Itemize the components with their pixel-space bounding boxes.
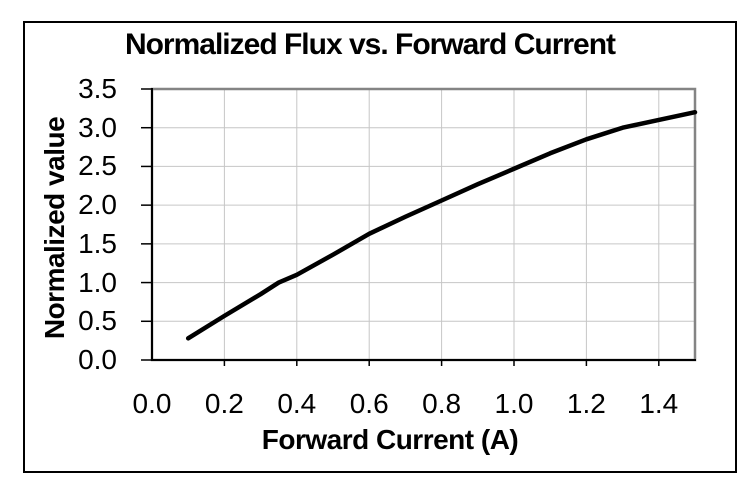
x-tick-label: 0.8 <box>422 388 462 419</box>
x-tick-label: 1.2 <box>566 388 606 419</box>
y-tick-label: 1.0 <box>78 266 117 298</box>
x-tick-label: 1.4 <box>639 388 679 419</box>
chart-title: Normalized Flux vs. Forward Current <box>124 28 616 61</box>
x-tick-label: 0.6 <box>349 388 389 419</box>
x-axis-title: Forward Current (A) <box>261 424 519 455</box>
y-tick-label: 2.0 <box>78 189 117 221</box>
data-curve <box>185 109 698 341</box>
x-tick-label: 1.0 <box>494 388 534 419</box>
y-tick-label: 1.5 <box>78 227 117 259</box>
y-tick-label: 0.5 <box>78 305 117 337</box>
y-tick-label: 3.0 <box>78 111 117 143</box>
x-tick-label: 0.0 <box>132 388 172 419</box>
x-tick-label: 0.4 <box>277 388 317 419</box>
y-tick-label: 3.5 <box>78 73 117 104</box>
y-tick-label: 2.5 <box>78 150 117 182</box>
chart-frame <box>23 21 737 473</box>
y-tick-label: 0.0 <box>78 344 117 375</box>
x-tick-label: 0.2 <box>204 388 244 419</box>
